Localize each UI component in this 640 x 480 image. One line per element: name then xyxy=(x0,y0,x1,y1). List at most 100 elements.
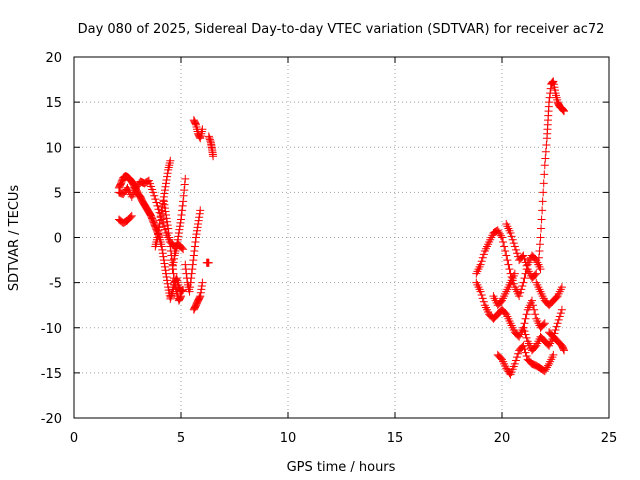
data-point xyxy=(157,209,166,218)
data-point xyxy=(150,191,159,200)
data-point xyxy=(549,350,558,359)
data-point xyxy=(189,256,198,265)
data-point xyxy=(190,247,199,256)
data-point xyxy=(548,78,557,87)
data-point xyxy=(534,363,543,372)
data-point xyxy=(159,197,168,206)
data-point xyxy=(176,218,185,227)
data-point xyxy=(532,361,541,370)
data-point xyxy=(516,288,525,297)
data-point xyxy=(127,211,136,220)
data-point xyxy=(476,287,485,296)
data-point xyxy=(555,312,564,321)
data-point xyxy=(539,188,548,197)
data-point xyxy=(196,292,205,301)
data-point xyxy=(194,219,203,228)
data-point xyxy=(155,223,164,232)
data-point xyxy=(172,275,181,284)
data-point xyxy=(162,272,171,281)
data-point xyxy=(542,140,551,149)
data-point xyxy=(510,359,519,368)
data-point xyxy=(526,358,535,367)
series-late-mid xyxy=(502,219,541,283)
data-point xyxy=(505,369,514,378)
y-tick-label: -15 xyxy=(41,367,62,382)
x-axis-label: GPS time / hours xyxy=(287,460,396,475)
data-point xyxy=(527,296,536,305)
axis-ticks xyxy=(73,56,610,419)
data-point xyxy=(191,233,200,242)
data-point xyxy=(197,282,206,291)
data-point xyxy=(530,305,539,314)
data-point xyxy=(161,266,170,275)
data-point xyxy=(160,200,169,209)
data-point xyxy=(175,225,184,234)
data-point xyxy=(534,253,543,262)
data-point xyxy=(164,224,173,233)
data-point xyxy=(149,188,158,197)
data-point xyxy=(541,147,550,156)
data-point xyxy=(540,161,549,170)
data-point xyxy=(166,294,175,303)
data-point xyxy=(498,233,506,242)
data-point xyxy=(531,270,540,279)
data-point xyxy=(544,340,553,349)
data-point xyxy=(195,293,204,302)
data-point xyxy=(196,206,205,215)
data-point xyxy=(552,322,561,331)
data-point xyxy=(538,197,547,206)
data-point xyxy=(160,186,169,195)
data-point xyxy=(531,342,540,351)
data-point xyxy=(174,296,183,305)
data-point xyxy=(560,346,569,355)
data-point xyxy=(204,258,213,267)
data-point xyxy=(170,254,179,263)
data-point xyxy=(162,214,171,223)
data-point xyxy=(174,228,183,237)
data-point xyxy=(536,364,545,373)
data-point xyxy=(474,265,483,274)
data-point xyxy=(511,356,520,365)
data-point xyxy=(153,201,162,210)
x-tick-label: 25 xyxy=(601,431,618,446)
x-tick-label: 0 xyxy=(70,431,78,446)
data-point xyxy=(181,174,190,183)
data-point xyxy=(158,245,167,254)
data-point xyxy=(160,262,169,271)
data-point xyxy=(522,261,531,270)
data-point xyxy=(552,93,561,102)
data-point xyxy=(531,254,540,263)
data-point xyxy=(536,233,545,242)
data-point xyxy=(538,206,547,215)
data-point xyxy=(170,274,179,283)
series-late-right-2 xyxy=(532,278,566,310)
data-point xyxy=(141,178,150,187)
data-point xyxy=(172,242,181,251)
series-early-high xyxy=(189,116,207,143)
data-point xyxy=(511,245,520,254)
data-point xyxy=(162,210,171,219)
data-point xyxy=(169,269,178,278)
data-point xyxy=(519,251,528,260)
data-point xyxy=(193,223,202,232)
data-point xyxy=(160,189,169,198)
data-point xyxy=(551,326,560,335)
data-point xyxy=(186,283,195,292)
data-point xyxy=(178,201,187,210)
data-point xyxy=(534,260,543,269)
data-point xyxy=(189,251,198,260)
data-point xyxy=(195,213,204,222)
series-late-loop-2 xyxy=(472,278,549,341)
data-point xyxy=(164,228,173,237)
data-point xyxy=(163,221,172,230)
data-points xyxy=(114,77,569,379)
data-point xyxy=(536,265,545,274)
data-point xyxy=(178,206,187,215)
chart-title: Day 080 of 2025, Sidereal Day-to-day VTE… xyxy=(78,22,605,37)
data-point xyxy=(520,274,529,283)
y-tick-label: 10 xyxy=(45,141,62,156)
data-point xyxy=(162,179,171,188)
data-point xyxy=(179,191,188,200)
data-point xyxy=(156,216,165,225)
